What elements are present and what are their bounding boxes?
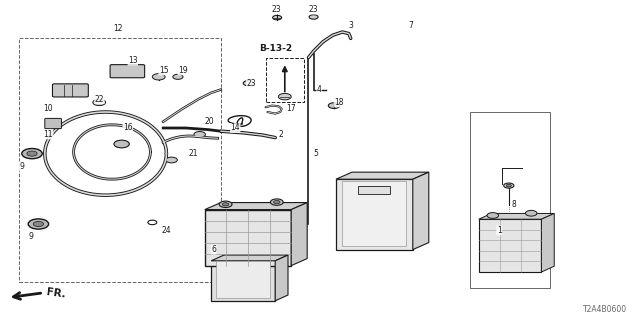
Circle shape: [487, 212, 499, 218]
Text: 3: 3: [349, 21, 354, 30]
Polygon shape: [413, 172, 429, 250]
Text: 16: 16: [123, 124, 132, 132]
Text: 9: 9: [29, 232, 34, 241]
Text: 21: 21: [189, 149, 198, 158]
Bar: [358, 186, 390, 194]
Bar: [470, 112, 550, 288]
Text: 5: 5: [314, 149, 319, 158]
Circle shape: [194, 132, 205, 137]
Text: 9: 9: [19, 162, 24, 171]
Bar: [211, 261, 275, 301]
Text: 19: 19: [178, 66, 188, 75]
Bar: [19, 38, 221, 282]
Circle shape: [506, 184, 511, 187]
Circle shape: [273, 15, 282, 20]
Circle shape: [525, 210, 537, 216]
Bar: [216, 261, 270, 298]
Text: 1: 1: [497, 226, 502, 235]
Polygon shape: [336, 172, 429, 179]
Circle shape: [328, 103, 340, 108]
Circle shape: [28, 219, 49, 229]
Circle shape: [27, 151, 37, 156]
Polygon shape: [211, 255, 288, 261]
Text: 22: 22: [95, 95, 104, 104]
Circle shape: [33, 221, 44, 227]
Text: 23: 23: [308, 5, 319, 14]
Text: 8: 8: [512, 200, 516, 209]
Text: 6: 6: [211, 245, 216, 254]
FancyBboxPatch shape: [110, 65, 145, 78]
Text: 20: 20: [205, 117, 214, 126]
Text: 23: 23: [246, 79, 256, 88]
Text: 23: 23: [271, 5, 282, 14]
Text: T2A4B0600: T2A4B0600: [583, 305, 627, 314]
Bar: [479, 219, 541, 272]
Circle shape: [504, 183, 514, 188]
Circle shape: [271, 199, 283, 205]
Circle shape: [148, 220, 157, 225]
Text: 2: 2: [278, 130, 283, 139]
Text: 15: 15: [159, 66, 168, 75]
Circle shape: [93, 99, 106, 106]
Text: 10: 10: [44, 104, 53, 113]
Circle shape: [219, 201, 232, 207]
Text: 4: 4: [317, 85, 322, 94]
Text: 17: 17: [286, 104, 296, 113]
Circle shape: [309, 15, 318, 19]
Text: FR.: FR.: [46, 287, 67, 300]
Text: B-13-2: B-13-2: [259, 44, 292, 53]
Bar: [342, 181, 406, 246]
Text: 14: 14: [230, 124, 240, 132]
Polygon shape: [479, 213, 554, 219]
Text: 24: 24: [162, 226, 172, 235]
FancyBboxPatch shape: [52, 84, 88, 97]
Circle shape: [223, 203, 229, 206]
Polygon shape: [205, 203, 307, 210]
Polygon shape: [541, 213, 554, 272]
Circle shape: [152, 74, 165, 80]
Circle shape: [173, 74, 183, 79]
Polygon shape: [291, 203, 307, 266]
Circle shape: [278, 93, 291, 100]
Bar: [336, 179, 413, 250]
Text: 13: 13: [128, 56, 138, 65]
Bar: [266, 58, 304, 102]
Text: 12: 12: [114, 24, 123, 33]
Circle shape: [114, 140, 129, 148]
Text: 18: 18: [334, 98, 344, 107]
Text: 7: 7: [408, 21, 413, 30]
Polygon shape: [275, 255, 288, 301]
Bar: [205, 210, 291, 266]
Circle shape: [274, 201, 280, 204]
Circle shape: [166, 157, 177, 163]
Text: 11: 11: [44, 130, 53, 139]
FancyBboxPatch shape: [45, 118, 61, 129]
Circle shape: [22, 148, 42, 159]
Circle shape: [243, 81, 253, 86]
